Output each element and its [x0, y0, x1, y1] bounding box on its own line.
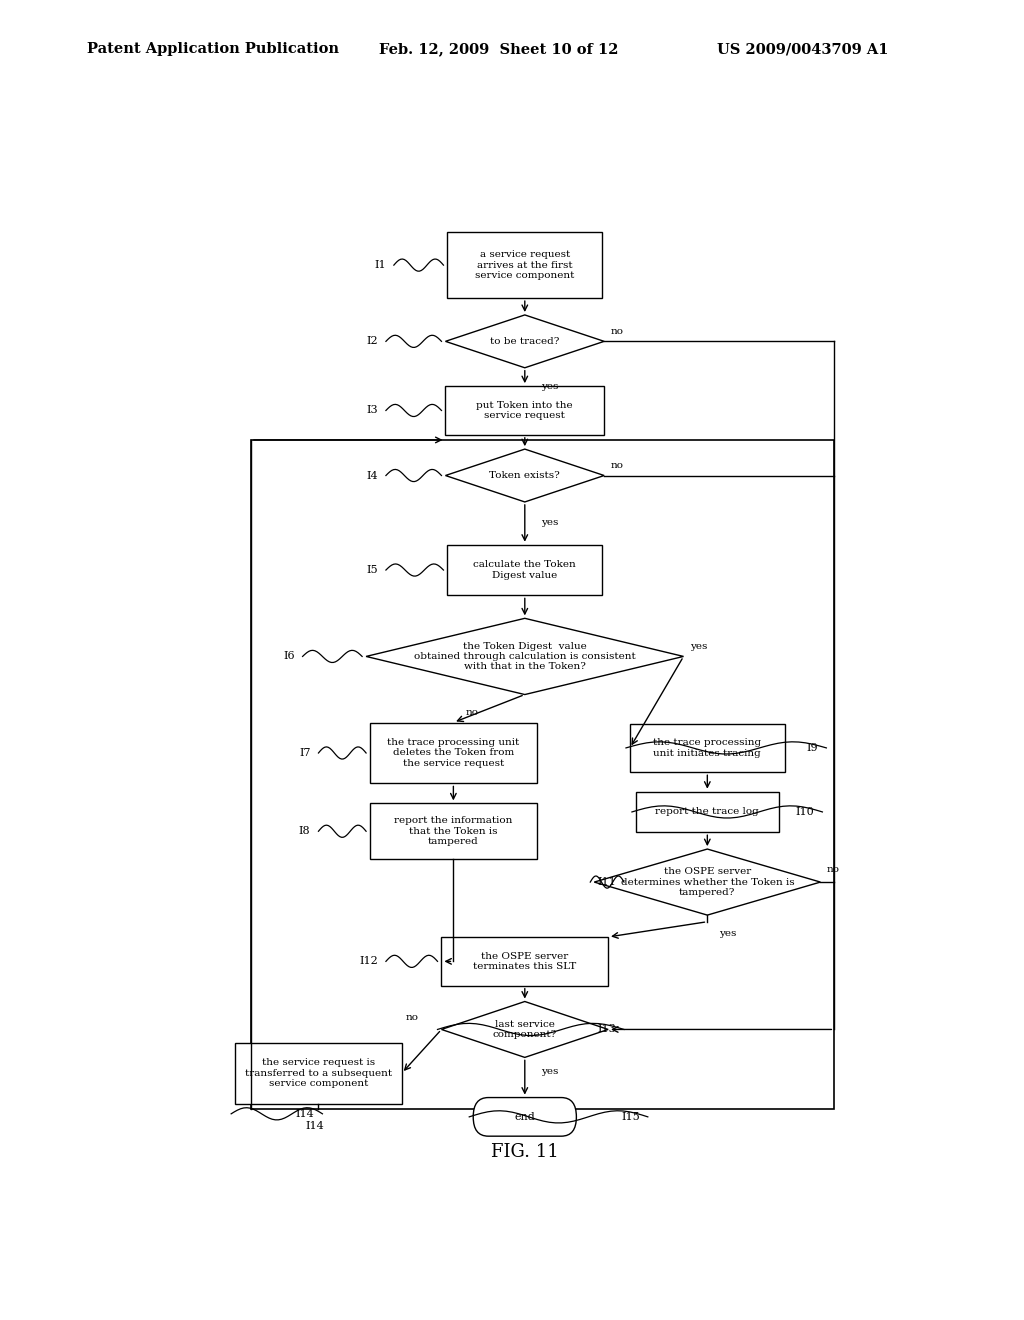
- Text: yes: yes: [719, 929, 736, 939]
- Text: no: no: [610, 461, 624, 470]
- Text: report the information
that the Token is
tampered: report the information that the Token is…: [394, 816, 513, 846]
- Polygon shape: [594, 849, 820, 915]
- Text: the OSPE server
determines whether the Token is
tampered?: the OSPE server determines whether the T…: [621, 867, 795, 898]
- Text: US 2009/0043709 A1: US 2009/0043709 A1: [717, 42, 888, 57]
- Text: I8: I8: [299, 826, 310, 837]
- Text: I4: I4: [367, 470, 378, 480]
- Bar: [370, 722, 537, 784]
- Text: I13: I13: [597, 1024, 616, 1035]
- Text: Token exists?: Token exists?: [489, 471, 560, 480]
- Bar: [445, 385, 604, 434]
- Text: no: no: [406, 1012, 419, 1022]
- Text: I2: I2: [367, 337, 378, 346]
- Text: I3: I3: [367, 405, 378, 416]
- Text: no: no: [465, 709, 478, 717]
- Text: I14: I14: [305, 1121, 324, 1131]
- Text: yes: yes: [690, 642, 708, 651]
- Text: yes: yes: [541, 381, 558, 391]
- Text: the trace processing unit
deletes the Token from
the service request: the trace processing unit deletes the To…: [387, 738, 519, 768]
- Polygon shape: [367, 618, 684, 694]
- Bar: [630, 723, 784, 772]
- Text: last service
component?: last service component?: [493, 1020, 557, 1039]
- Text: the OSPE server
terminates this SLT: the OSPE server terminates this SLT: [473, 952, 577, 972]
- Text: report the trace log: report the trace log: [655, 808, 759, 817]
- Text: the trace processing
unit initiates tracing: the trace processing unit initiates trac…: [653, 738, 762, 758]
- Text: yes: yes: [541, 517, 558, 527]
- Text: I11: I11: [597, 876, 616, 887]
- Text: Feb. 12, 2009  Sheet 10 of 12: Feb. 12, 2009 Sheet 10 of 12: [379, 42, 618, 57]
- Bar: [441, 937, 608, 986]
- Text: I6: I6: [283, 652, 295, 661]
- Text: I5: I5: [367, 565, 378, 576]
- Text: FIG. 11: FIG. 11: [490, 1143, 559, 1162]
- Bar: [236, 1043, 401, 1104]
- Text: put Token into the
service request: put Token into the service request: [476, 401, 573, 420]
- Bar: [636, 792, 779, 833]
- FancyBboxPatch shape: [473, 1097, 577, 1137]
- Text: I14: I14: [296, 1109, 314, 1119]
- Bar: [447, 232, 602, 298]
- Text: Patent Application Publication: Patent Application Publication: [87, 42, 339, 57]
- Text: a service request
arrives at the first
service component: a service request arrives at the first s…: [475, 251, 574, 280]
- Text: I12: I12: [359, 957, 378, 966]
- Text: yes: yes: [541, 1067, 558, 1076]
- Text: the service request is
transferred to a subsequent
service component: the service request is transferred to a …: [245, 1059, 392, 1088]
- Text: I15: I15: [622, 1111, 640, 1122]
- Polygon shape: [441, 1002, 608, 1057]
- Polygon shape: [445, 449, 604, 502]
- Bar: [370, 804, 537, 859]
- Bar: [251, 440, 835, 1109]
- Text: I9: I9: [807, 743, 818, 752]
- Text: I10: I10: [796, 807, 814, 817]
- Bar: [447, 545, 602, 595]
- Text: I7: I7: [299, 748, 310, 758]
- Text: end: end: [514, 1111, 536, 1122]
- Text: no: no: [610, 326, 624, 335]
- Text: the Token Digest  value
obtained through calculation is consistent
with that in : the Token Digest value obtained through …: [414, 642, 636, 672]
- Text: calculate the Token
Digest value: calculate the Token Digest value: [473, 561, 577, 579]
- Text: to be traced?: to be traced?: [490, 337, 559, 346]
- Text: no: no: [826, 866, 840, 874]
- Polygon shape: [445, 315, 604, 368]
- Text: I1: I1: [375, 260, 386, 271]
